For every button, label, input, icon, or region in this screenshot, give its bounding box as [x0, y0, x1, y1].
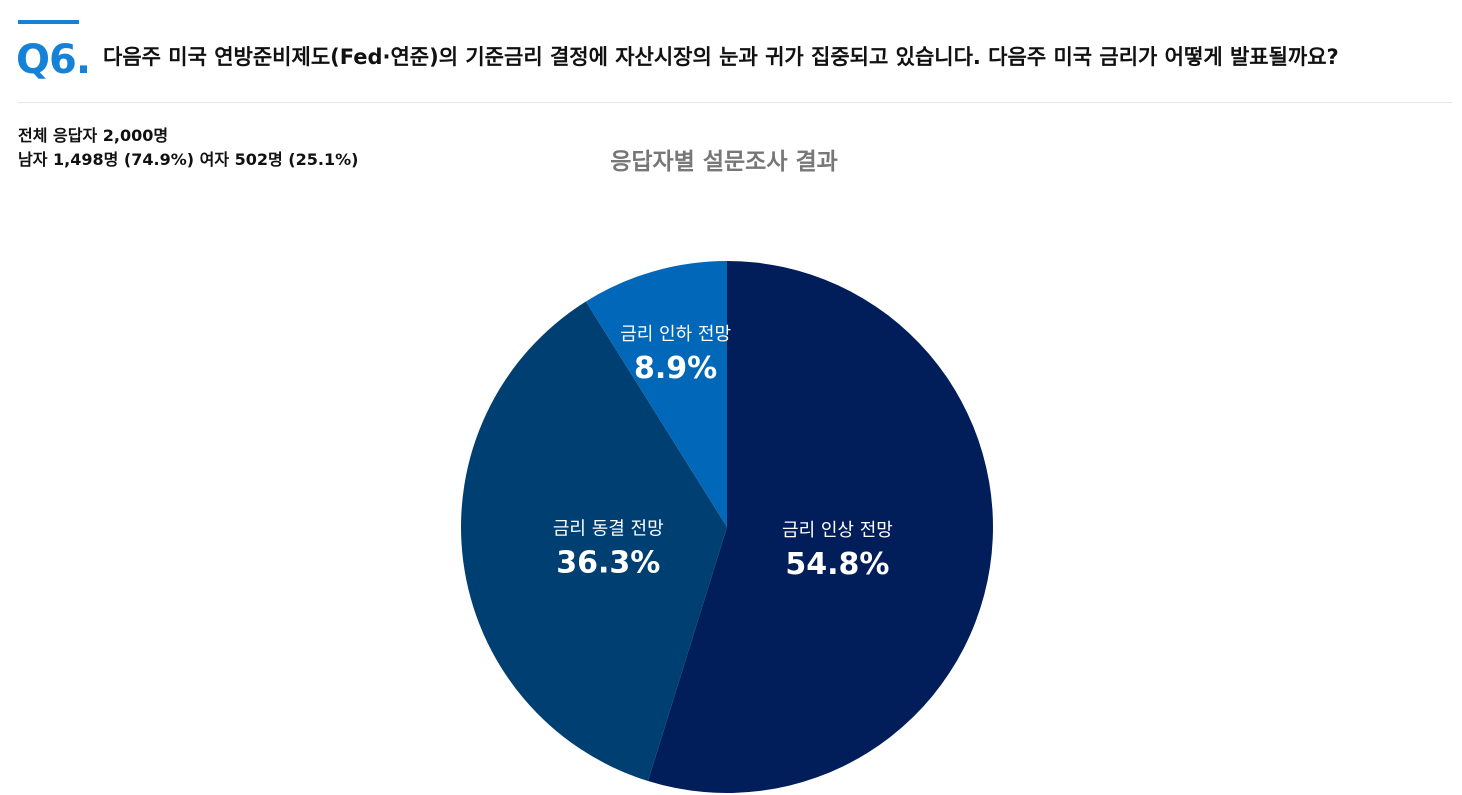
pie-slices — [461, 261, 994, 793]
slice-label-2: 금리 동결 전망 — [553, 518, 664, 539]
respondent-total: 전체 응답자 2,000명 — [18, 126, 169, 145]
question-text: 다음주 미국 연방준비제도(Fed·연준)의 기준금리 결정에 자산시장의 눈과… — [103, 45, 1339, 69]
accent-bar — [18, 20, 79, 24]
slice-value-3: 8.9% — [634, 351, 717, 386]
slice-label-3: 금리 인하 전망 — [620, 324, 731, 345]
chart-title: 응답자별 설문조사 결과 — [610, 149, 838, 175]
question-number: Q6. — [16, 37, 91, 83]
pie-slice-2 — [461, 301, 727, 781]
pie-labels: 금리 인상 전망 54.8% 금리 동결 전망 36.3% 금리 인하 전망 8.9% — [553, 324, 893, 582]
slice-label-1: 금리 인상 전망 — [782, 520, 893, 541]
respondent-summary: 전체 응답자 2,000명 남자 1,498명 (74.9%) 여자 502명 … — [18, 124, 358, 172]
header-divider — [18, 102, 1452, 103]
slice-value-2: 36.3% — [556, 545, 660, 580]
pie-slice-1 — [647, 261, 994, 793]
slice-value-1: 54.8% — [785, 547, 889, 582]
pie-slice-3 — [585, 261, 727, 527]
respondent-breakdown: 남자 1,498명 (74.9%) 여자 502명 (25.1%) — [18, 150, 359, 169]
